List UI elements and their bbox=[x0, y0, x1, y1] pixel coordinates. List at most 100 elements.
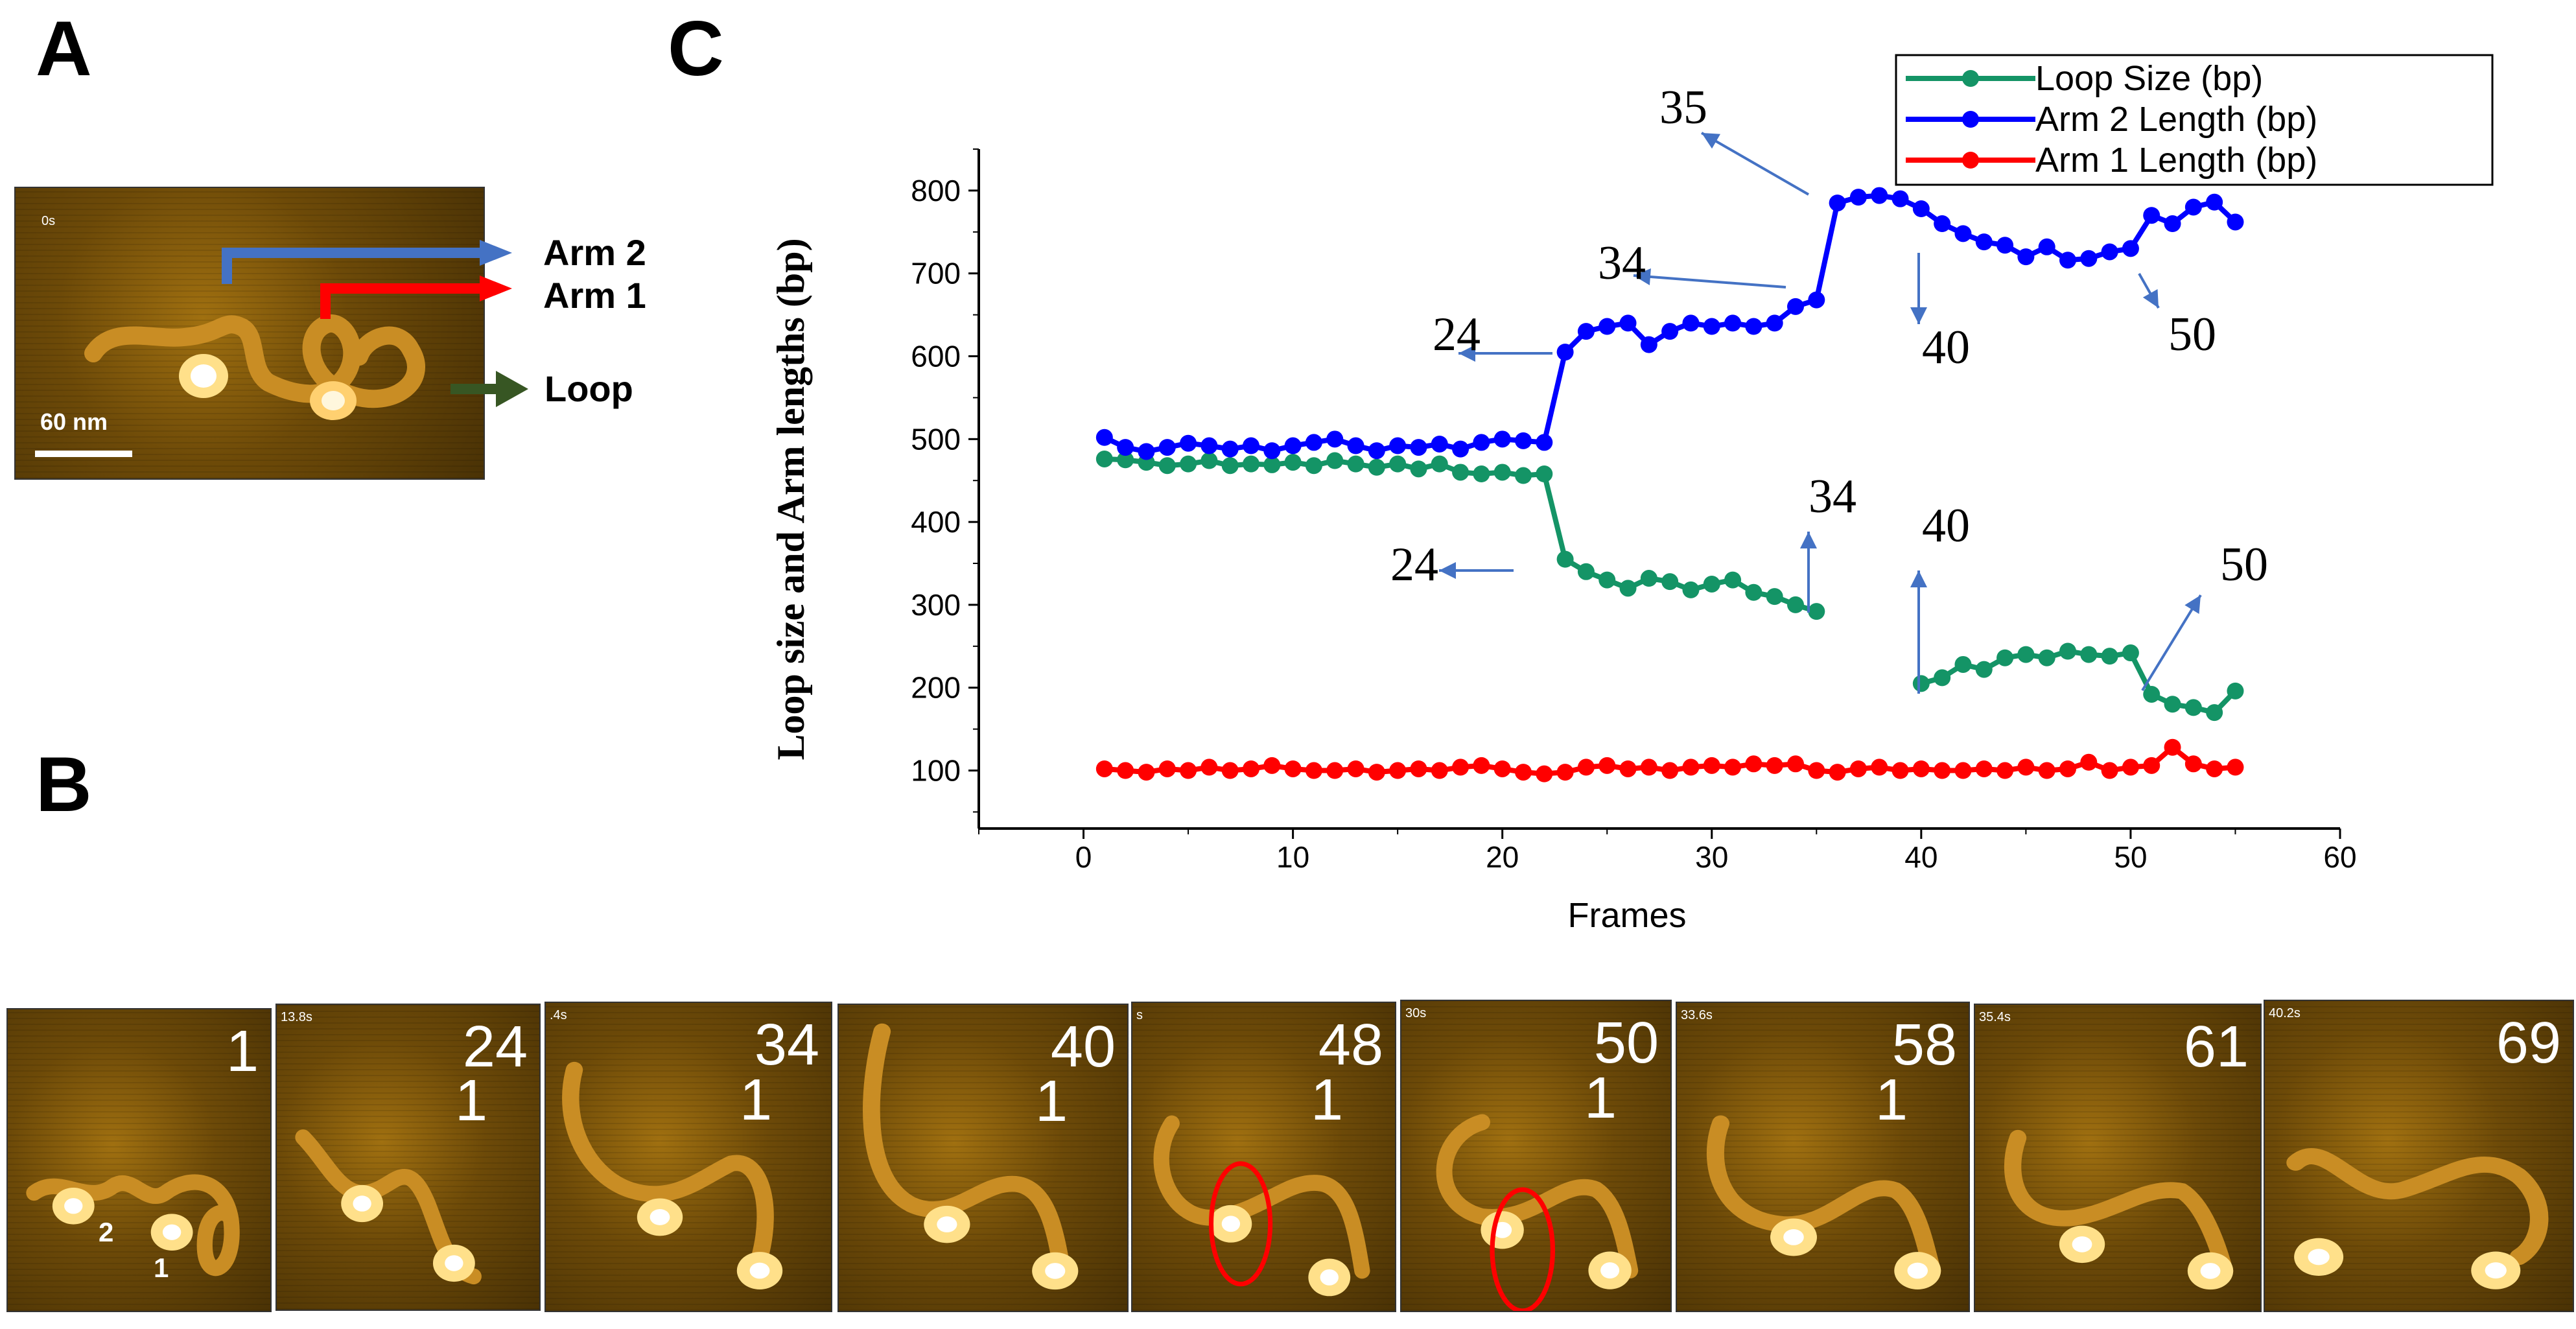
data-point bbox=[1619, 760, 1637, 777]
data-point bbox=[1452, 464, 1469, 481]
data-point bbox=[1808, 762, 1825, 779]
x-tick-label: 20 bbox=[1486, 840, 1519, 874]
data-point bbox=[2122, 240, 2139, 257]
data-point bbox=[1787, 298, 1804, 315]
frame-time: 40.2s bbox=[2269, 1006, 2301, 1020]
protein-blob-core bbox=[353, 1195, 371, 1212]
data-point bbox=[1912, 200, 1930, 218]
data-point bbox=[1410, 460, 1427, 478]
frame-number: 24 bbox=[462, 1015, 528, 1079]
data-point bbox=[2122, 644, 2139, 662]
x-tick-label: 40 bbox=[1904, 840, 1938, 874]
data-point bbox=[2101, 762, 2118, 779]
y-tick-label: 400 bbox=[911, 505, 961, 539]
annotation-arrowhead bbox=[1458, 345, 1475, 362]
annotation-label: 50 bbox=[2220, 538, 2268, 591]
data-point bbox=[2101, 243, 2118, 261]
data-point bbox=[2206, 760, 2223, 777]
data-point bbox=[1640, 759, 1657, 776]
dna-frame-illustration bbox=[1153, 1115, 1370, 1297]
loop-label: Loop bbox=[544, 368, 633, 409]
data-point bbox=[1912, 675, 1930, 692]
annotation-arrowhead bbox=[1702, 133, 1721, 149]
panel-label-c: C bbox=[668, 5, 724, 92]
line-chart: 0 10 20 30 40 50 60 100 200 300 400 500 600 700 800 Fra… bbox=[769, 54, 2494, 935]
afm-frame-34: 34 .4s 1 bbox=[544, 1002, 832, 1312]
data-point bbox=[1095, 760, 1113, 777]
legend-entry: Arm 1 Length (bp) bbox=[2035, 141, 2317, 180]
data-point bbox=[1640, 336, 1657, 353]
afm-frame-48: 48 s 1 bbox=[1131, 1002, 1396, 1312]
protein-blob-core bbox=[1783, 1229, 1804, 1245]
protein-blob-core bbox=[1907, 1262, 1928, 1279]
data-point bbox=[1745, 318, 1762, 335]
dna-strand bbox=[1436, 1114, 1639, 1279]
data-point bbox=[1243, 455, 1259, 473]
dna-strand bbox=[1153, 1115, 1370, 1279]
data-point bbox=[1975, 233, 1993, 251]
data-point bbox=[1326, 430, 1344, 448]
dna-strand bbox=[562, 1061, 774, 1265]
data-point bbox=[2164, 738, 2181, 756]
data-point bbox=[1452, 759, 1469, 776]
data-point bbox=[1284, 454, 1302, 471]
dna-frame-illustration bbox=[295, 1129, 482, 1285]
legend-swatch-marker bbox=[1962, 152, 1979, 169]
data-point bbox=[1158, 760, 1176, 777]
data-point bbox=[2206, 704, 2223, 722]
data-point bbox=[1745, 755, 1762, 773]
dna-frame-illustration bbox=[863, 1023, 1079, 1290]
protein-blob-core bbox=[2072, 1236, 2092, 1253]
site-label: 1 bbox=[1035, 1069, 1068, 1134]
arm2-label: Arm 2 bbox=[543, 232, 646, 273]
data-point bbox=[1158, 439, 1176, 456]
dna-strand bbox=[2004, 1129, 2234, 1279]
data-point bbox=[1180, 434, 1197, 452]
site-label: 1 bbox=[455, 1068, 488, 1133]
dna-frame-illustration bbox=[2004, 1129, 2234, 1290]
data-point bbox=[1284, 760, 1302, 777]
protein-blob-core bbox=[650, 1209, 670, 1225]
dna-frame-illustration bbox=[562, 1061, 783, 1289]
data-point bbox=[1849, 760, 1867, 777]
x-tick-label: 50 bbox=[2114, 840, 2147, 874]
data-point bbox=[2143, 207, 2160, 224]
data-point bbox=[1808, 603, 1825, 620]
data-point bbox=[2017, 646, 2035, 663]
annotation-arrowhead bbox=[2142, 288, 2159, 308]
data-point bbox=[1095, 450, 1113, 467]
data-point bbox=[1934, 762, 1951, 779]
data-point bbox=[2164, 696, 2181, 713]
protein-blob-core bbox=[1493, 1221, 1512, 1238]
data-point bbox=[1891, 190, 1909, 207]
data-point bbox=[1975, 661, 1993, 678]
data-point bbox=[1829, 764, 1846, 781]
x-axis-label: Frames bbox=[1567, 896, 1686, 935]
data-point bbox=[1368, 764, 1385, 781]
frame-number: 50 bbox=[1593, 1011, 1659, 1076]
site-label: 1 bbox=[740, 1068, 773, 1133]
y-tick-label: 600 bbox=[911, 340, 961, 373]
highlight-circle bbox=[1208, 1161, 1273, 1287]
protein-blob-core bbox=[445, 1255, 463, 1271]
arm1-label: Arm 1 bbox=[543, 275, 646, 316]
data-point bbox=[1138, 443, 1155, 460]
dna-frame-illustration bbox=[1706, 1115, 1941, 1289]
protein-blob-core bbox=[2308, 1249, 2330, 1265]
data-point bbox=[2038, 238, 2055, 255]
data-point bbox=[1117, 439, 1134, 456]
protein-blob-core bbox=[749, 1262, 770, 1279]
afm-frame-40: 40 1 bbox=[837, 1004, 1129, 1312]
annotation-label: 34 bbox=[1809, 470, 1856, 523]
data-point bbox=[1975, 760, 1993, 777]
dna-strand bbox=[26, 1174, 240, 1276]
data-point bbox=[2227, 682, 2244, 700]
data-point bbox=[1640, 570, 1657, 587]
annotation-arrow bbox=[1701, 132, 1809, 196]
data-point bbox=[1934, 215, 1951, 233]
y-axis-label: Loop size and Arm lengths (bp) bbox=[769, 238, 812, 760]
data-point bbox=[2080, 753, 2098, 771]
protein-blob-core bbox=[1045, 1263, 1066, 1279]
data-point bbox=[1577, 563, 1595, 580]
data-point bbox=[1808, 291, 1825, 309]
